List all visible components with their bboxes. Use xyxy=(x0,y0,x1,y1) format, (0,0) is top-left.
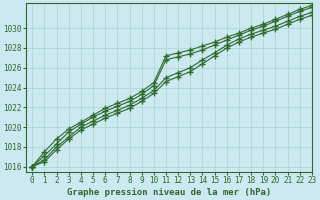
X-axis label: Graphe pression niveau de la mer (hPa): Graphe pression niveau de la mer (hPa) xyxy=(67,188,271,197)
